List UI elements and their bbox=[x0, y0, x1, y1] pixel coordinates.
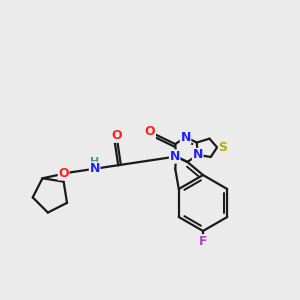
Text: N: N bbox=[180, 130, 191, 144]
Text: N: N bbox=[193, 148, 203, 161]
Text: O: O bbox=[145, 125, 155, 138]
Text: O: O bbox=[58, 167, 69, 180]
Text: F: F bbox=[199, 235, 207, 248]
Text: N: N bbox=[89, 162, 100, 175]
Text: N: N bbox=[169, 150, 180, 163]
Text: H: H bbox=[90, 157, 99, 167]
Text: S: S bbox=[218, 141, 227, 154]
Text: O: O bbox=[111, 129, 122, 142]
